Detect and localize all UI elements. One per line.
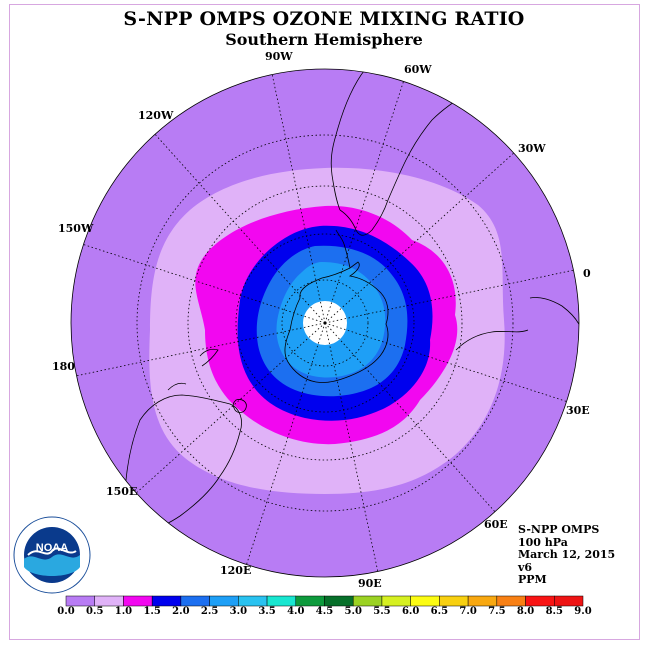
colorbar-swatch <box>381 595 411 607</box>
info-level: 100 hPa <box>518 535 568 549</box>
colorbar-swatch <box>496 595 526 607</box>
colorbar-tick-label: 3.5 <box>258 606 276 617</box>
colorbar-swatch <box>439 595 469 607</box>
colorbar-tick-label: 1.0 <box>114 606 133 617</box>
colorbar-swatch <box>525 595 555 607</box>
lon-label-90w: 90W <box>265 50 293 63</box>
colorbar-tick-label: 0.0 <box>57 606 75 617</box>
south-pole-point <box>323 321 327 325</box>
colorbar-tick-label: 8.0 <box>516 606 535 617</box>
colorbar-swatch <box>467 595 498 607</box>
info-block: S-NPP OMPS 100 hPa March 12, 2015 v6 PPM <box>518 523 616 587</box>
colorbar-tick-label: 7.0 <box>459 606 477 617</box>
lon-label-30e: 30E <box>566 404 590 417</box>
lon-label-120w: 120W <box>138 109 174 122</box>
colorbar-swatch <box>180 595 210 607</box>
colorbar-tick-label: 3.0 <box>229 606 248 617</box>
lon-label-150e: 150E <box>106 485 138 498</box>
lon-label-180: 180 <box>52 360 75 373</box>
lon-label-60e: 60E <box>484 518 508 531</box>
lon-label-60w: 60W <box>404 63 432 76</box>
colorbar-swatch <box>123 595 153 607</box>
map-boundary <box>70 68 580 578</box>
lon-label-30w: 30W <box>518 142 546 155</box>
colorbar-swatch <box>324 595 354 607</box>
colorbar-tick-label: 0.5 <box>86 606 104 617</box>
colorbar-tick-label: 5.0 <box>344 606 362 617</box>
colorbar-tick-label: 6.5 <box>430 606 449 617</box>
colorbar-swatch <box>266 595 297 607</box>
colorbar-tick-label: 7.5 <box>488 606 506 617</box>
colorbar-tick-label: 1.5 <box>143 606 161 617</box>
colorbar-tick-label: 9.0 <box>574 606 592 617</box>
tasmania-coastline <box>232 399 247 413</box>
lon-label-0: 0 <box>583 267 591 280</box>
antarctica-coastline <box>284 261 389 383</box>
antarctic-peninsula <box>335 229 351 269</box>
colorbar-tick-label: 6.0 <box>401 606 420 617</box>
colorbar <box>65 595 584 607</box>
colorbar-swatch <box>410 595 440 607</box>
colorbar-tick-label: 4.5 <box>315 606 334 617</box>
colorbar-swatch <box>352 595 383 607</box>
map-subtitle: Southern Hemisphere <box>225 30 423 49</box>
info-units: PPM <box>518 573 547 586</box>
colorbar-swatch <box>295 595 325 607</box>
africa-coastline <box>455 297 579 351</box>
colorbar-tick-label: 2.0 <box>172 606 190 617</box>
info-instrument: S-NPP OMPS <box>518 523 600 536</box>
info-date: March 12, 2015 <box>518 548 616 561</box>
new-zealand-coastline <box>167 348 219 391</box>
latitude-circles <box>136 134 514 512</box>
colorbar-tick-label: 4.0 <box>287 606 305 617</box>
colorbar-swatch <box>554 595 584 607</box>
lon-label-120e: 120E <box>220 564 252 577</box>
colorbar-swatch <box>65 595 95 607</box>
noaa-logo-text: NOAA <box>36 542 68 554</box>
colorbar-tick-label: 2.5 <box>200 606 219 617</box>
lon-label-150w: 150W <box>58 222 94 235</box>
figure-frame <box>9 4 640 640</box>
map-title: S-NPP OMPS OZONE MIXING RATIO <box>123 8 525 30</box>
colorbar-swatch <box>151 595 182 607</box>
info-version: v6 <box>518 560 533 574</box>
colorbar-swatch <box>238 595 268 607</box>
colorbar-tick-label: 8.5 <box>545 606 563 617</box>
colorbar-tick-label: 5.5 <box>373 606 391 617</box>
colorbar-swatch <box>94 595 124 607</box>
noaa-logo: NOAA <box>13 516 91 594</box>
colorbar-swatch <box>209 595 239 607</box>
lon-label-90e: 90E <box>358 577 382 590</box>
